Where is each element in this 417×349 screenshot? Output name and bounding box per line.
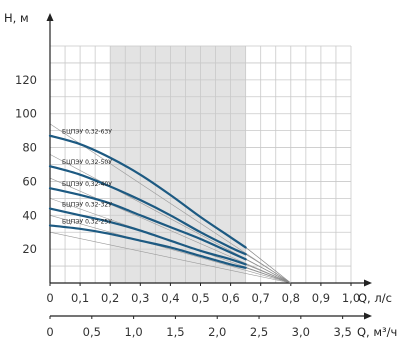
x-tick-label: 1,0	[342, 291, 360, 305]
series-label: БЦПЭУ 0,32-63У	[62, 129, 112, 136]
y-tick-label: 120	[15, 73, 37, 87]
series-line	[48, 224, 247, 269]
series-label: БЦПЭУ 0,32-25У	[62, 218, 112, 225]
series-label: БЦПЭУ 0,32-32У	[62, 202, 112, 209]
series-label: БЦПЭУ 0,32-40У	[62, 181, 112, 188]
x-axis-label: Q, л/с	[358, 291, 392, 305]
x2-axis-label: Q, м³/ч	[357, 325, 397, 339]
x2-tick-label: 2,0	[208, 325, 226, 339]
convergence-ray	[49, 123, 291, 284]
x2-tick-label: 3,5	[333, 325, 351, 339]
convergence-ray	[49, 231, 291, 284]
y-axis-arrow-icon	[46, 13, 54, 21]
y-tick-label: 80	[22, 141, 37, 155]
x2-axis-arrow-icon	[364, 312, 372, 320]
y-tick-label: 60	[22, 174, 37, 188]
x-tick-label: 0,5	[191, 291, 209, 305]
x2-tick-label: 1,0	[124, 325, 142, 339]
series-line	[48, 187, 247, 261]
x-tick-label: 0	[46, 291, 53, 305]
y-tick-label: 40	[22, 208, 37, 222]
x-tick-label: 0,9	[312, 291, 330, 305]
y-axis-label: H, м	[4, 11, 29, 25]
convergence-ray	[49, 214, 291, 284]
series-line	[48, 165, 247, 256]
x2-tick-label: 3,0	[292, 325, 310, 339]
x2-tick-label: 2,5	[250, 325, 268, 339]
x2-tick-label: 1,5	[166, 325, 184, 339]
series-label: БЦПЭУ 0,32-50У	[62, 159, 112, 166]
x-tick-label: 0,7	[252, 291, 270, 305]
convergence-ray	[49, 177, 291, 284]
x-tick-label: 0,8	[282, 291, 300, 305]
y-tick-label: 20	[22, 242, 37, 256]
x-tick-label: 0,1	[71, 291, 89, 305]
series-line	[48, 207, 247, 266]
x-axis-arrow-icon	[364, 279, 372, 287]
x-tick-label: 0,4	[161, 291, 179, 305]
x-tick-label: 0,6	[221, 291, 239, 305]
y-tick-label: 100	[15, 107, 37, 121]
x-tick-label: 0,2	[101, 291, 119, 305]
x-tick-label: 0,3	[131, 291, 149, 305]
x2-tick-label: 0	[46, 325, 53, 339]
x2-tick-label: 0,5	[83, 325, 101, 339]
series-line	[48, 134, 247, 249]
